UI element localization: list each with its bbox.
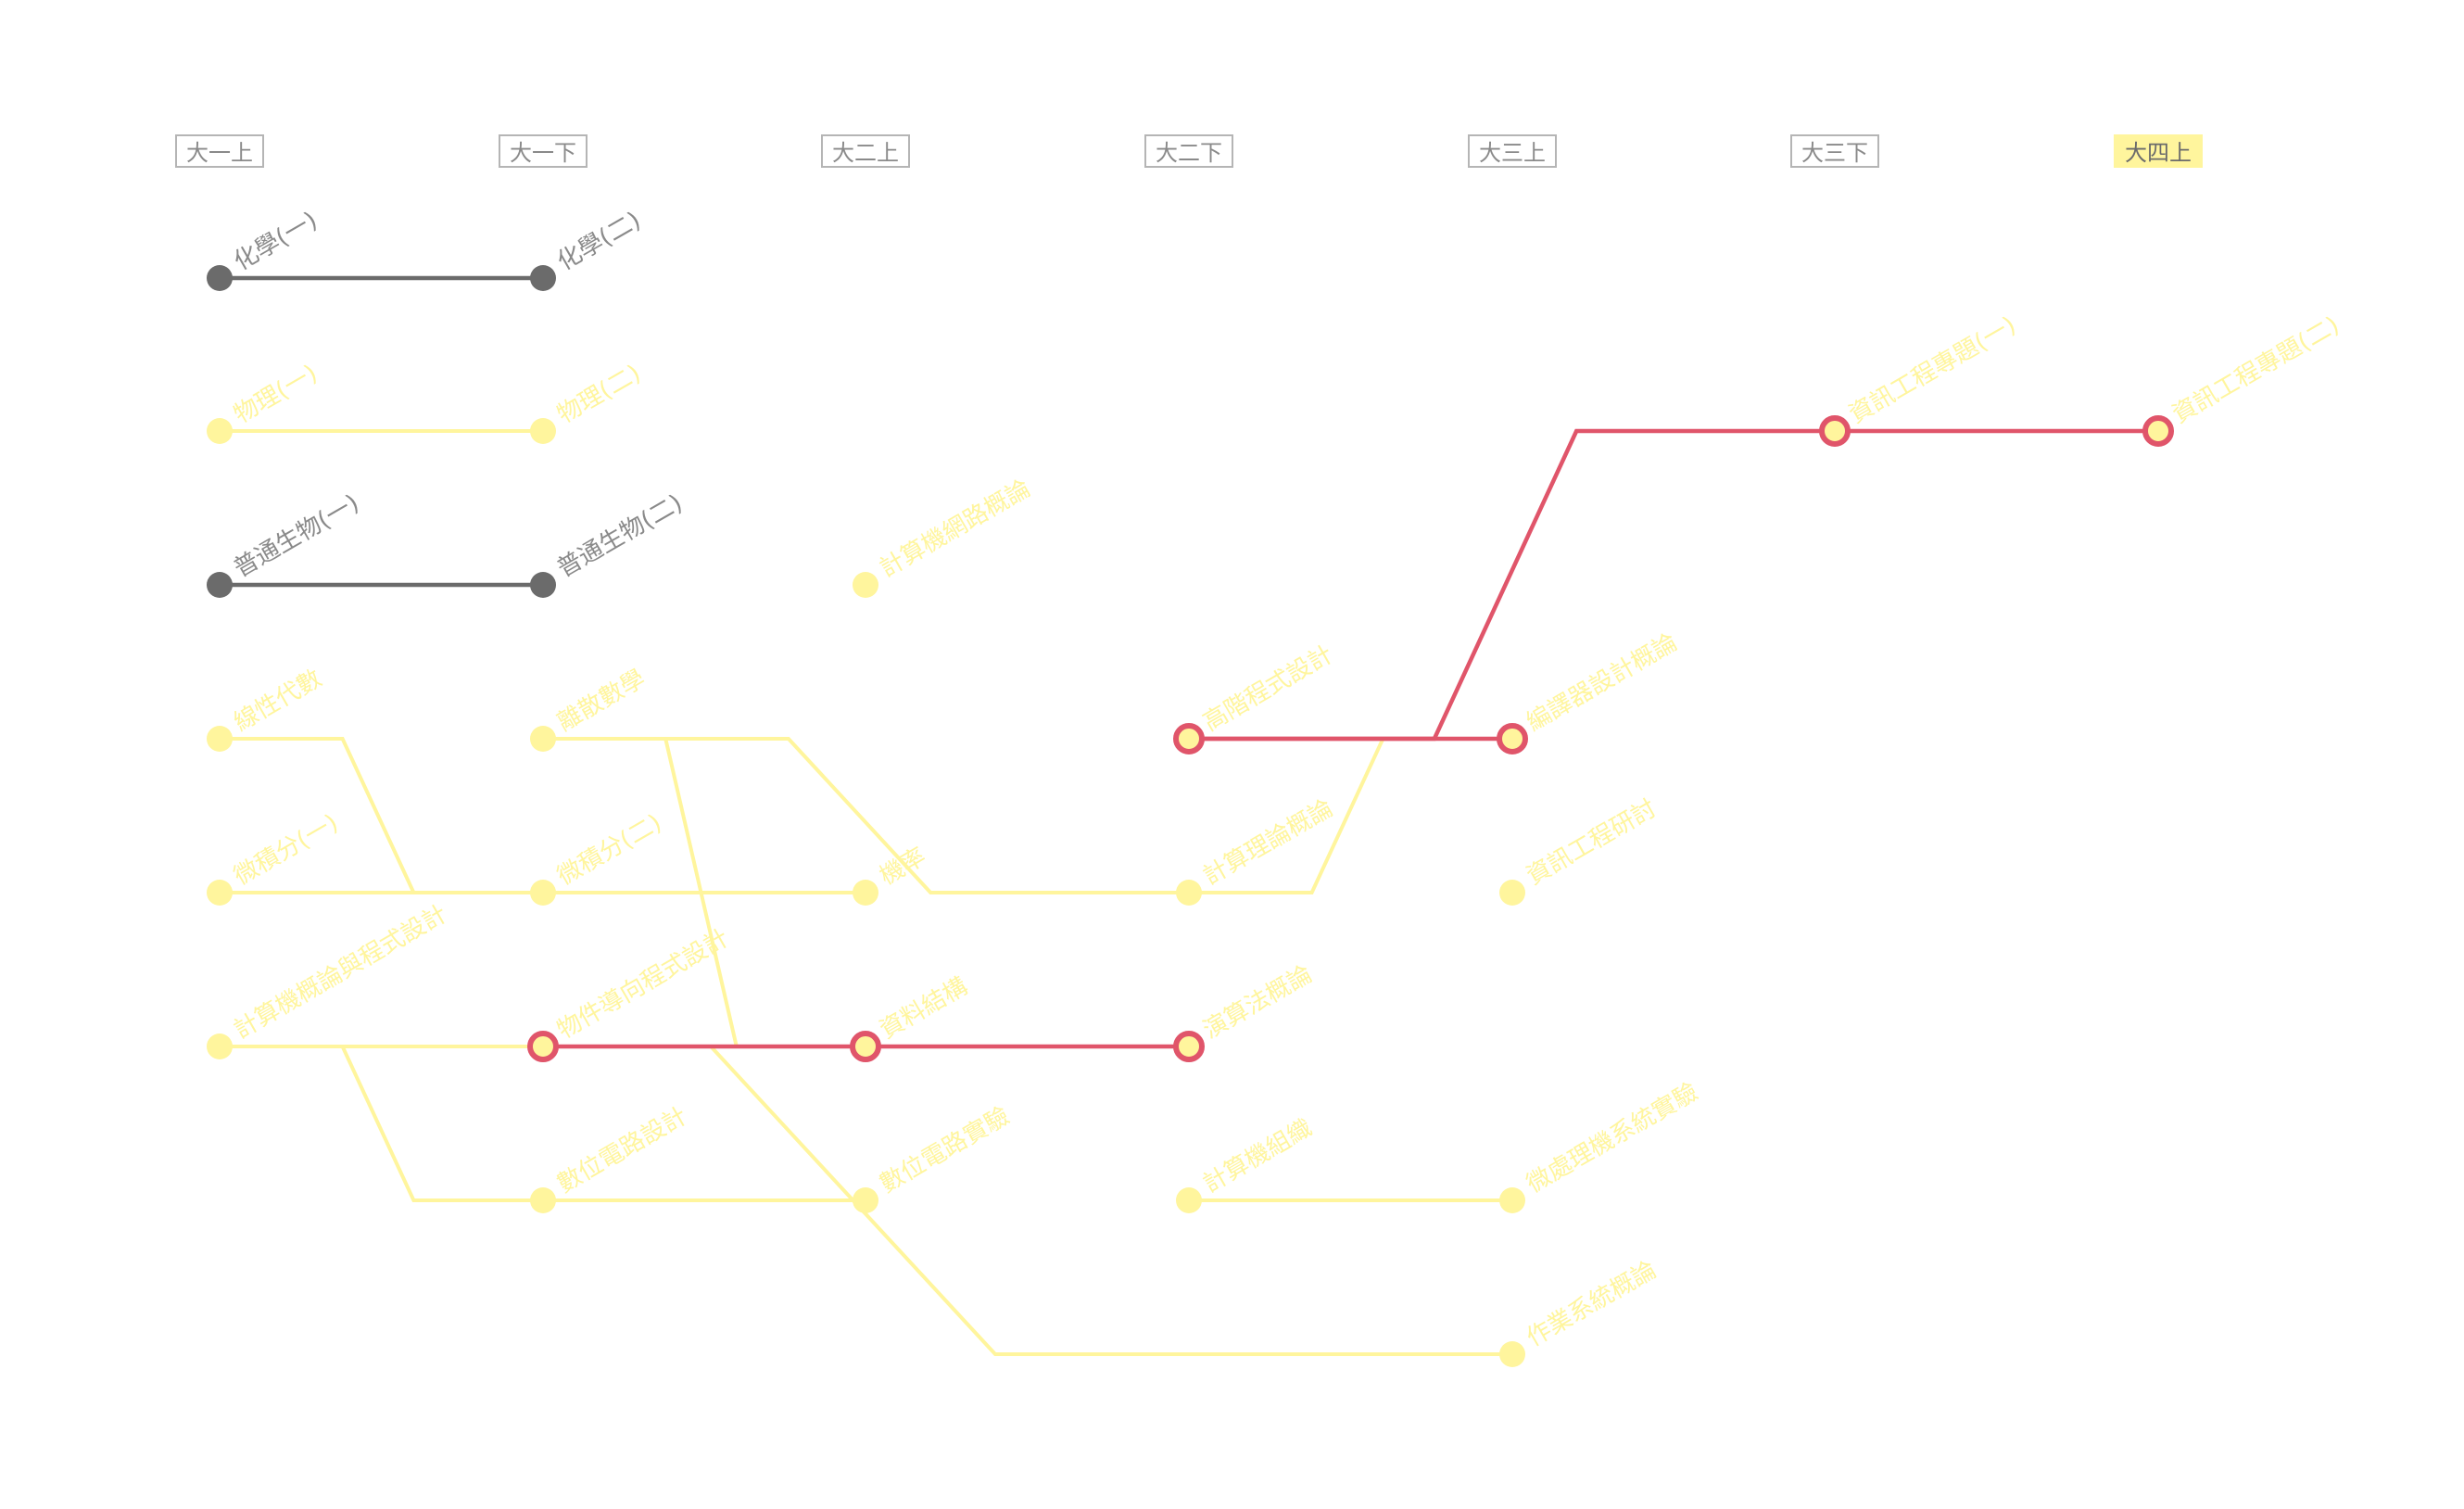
- course-label-calc2: 微積分(二): [553, 809, 667, 891]
- course-label-se: 資訊工程研討: [1523, 794, 1662, 891]
- course-label-bio1: 普通生物(一): [230, 489, 364, 583]
- course-node-intro_cs[interactable]: [853, 572, 878, 598]
- course-label-arch: 計算機組織: [1199, 1114, 1318, 1198]
- course-label-digital_lab: 數位電路實驗: [876, 1102, 1015, 1198]
- course-label-adv_prog: 高階程式設計: [1199, 640, 1338, 737]
- course-node-digital[interactable]: [530, 1187, 556, 1213]
- course-label-theory: 計算理論概論: [1199, 794, 1338, 891]
- course-label-phys1: 物理(一): [230, 360, 322, 429]
- course-label-micro_lab: 微處理機系統實驗: [1523, 1078, 1703, 1198]
- course-label-chem2: 化學(二): [553, 207, 646, 276]
- semester-header-1: 大一下: [499, 134, 588, 168]
- course-node-proj2[interactable]: [2142, 415, 2174, 447]
- course-node-theory[interactable]: [1176, 880, 1202, 906]
- course-label-bio2: 普通生物(二): [553, 489, 688, 583]
- course-node-arch[interactable]: [1176, 1187, 1202, 1213]
- course-label-oop: 物件導向程式設計: [553, 924, 734, 1045]
- course-label-proj1: 資訊工程專題(一): [1845, 311, 2021, 429]
- course-node-micro_lab[interactable]: [1499, 1187, 1525, 1213]
- semester-header-2: 大二上: [821, 134, 910, 168]
- course-node-se[interactable]: [1499, 880, 1525, 906]
- course-label-phys2: 物理(二): [553, 360, 646, 429]
- nodes-layer: [207, 265, 2174, 1367]
- course-label-algo: 演算法概論: [1199, 960, 1318, 1045]
- course-label-compiler: 編譯器設計概論: [1523, 628, 1683, 737]
- course-node-bio1[interactable]: [207, 572, 233, 598]
- course-node-oop[interactable]: [527, 1031, 559, 1062]
- course-node-chem2[interactable]: [530, 265, 556, 291]
- course-node-prob[interactable]: [853, 880, 878, 906]
- labels-layer: 化學(一) 化學(二) 物理(一) 物理(二) 普通生物(一) 普通生物(二) 計算機網路概…: [230, 207, 2344, 1352]
- link-adv_prog-proj1: [1189, 428, 1835, 742]
- semester-header-0: 大一上: [175, 134, 264, 168]
- links-layer: [220, 275, 2158, 1356]
- semester-header-3: 大二下: [1144, 134, 1233, 168]
- course-label-linalg: 線性代數: [230, 665, 327, 737]
- course-node-discrete[interactable]: [530, 726, 556, 752]
- course-label-digital: 數位電路設計: [553, 1102, 692, 1198]
- course-label-discrete: 離散數學: [553, 665, 651, 737]
- course-node-proj1[interactable]: [1819, 415, 1851, 447]
- course-label-prog: 計算機概論與程式設計: [230, 900, 452, 1045]
- course-label-ds: 資料結構: [876, 972, 973, 1045]
- course-node-bio2[interactable]: [530, 572, 556, 598]
- course-node-phys2[interactable]: [530, 418, 556, 444]
- course-node-compiler[interactable]: [1497, 723, 1528, 754]
- semester-header-6: 大四上: [2114, 134, 2203, 168]
- course-label-chem1: 化學(一): [230, 207, 322, 276]
- course-node-digital_lab[interactable]: [853, 1187, 878, 1213]
- course-node-ds[interactable]: [850, 1031, 881, 1062]
- course-label-proj2: 資訊工程專題(二): [2168, 311, 2344, 429]
- course-node-linalg[interactable]: [207, 726, 233, 752]
- course-label-os: 作業系統概論: [1523, 1256, 1662, 1352]
- course-node-algo[interactable]: [1173, 1031, 1205, 1062]
- link-prog-digital: [220, 1045, 543, 1202]
- course-label-calc1: 微積分(一): [230, 809, 344, 891]
- course-node-chem1[interactable]: [207, 265, 233, 291]
- semester-header-5: 大三下: [1790, 134, 1879, 168]
- course-node-phys1[interactable]: [207, 418, 233, 444]
- course-node-calc1[interactable]: [207, 880, 233, 906]
- course-node-calc2[interactable]: [530, 880, 556, 906]
- course-label-intro_cs: 計算機網路概論: [876, 475, 1036, 583]
- course-node-adv_prog[interactable]: [1173, 723, 1205, 754]
- course-node-os[interactable]: [1499, 1341, 1525, 1367]
- semester-header-4: 大三上: [1468, 134, 1557, 168]
- course-node-prog[interactable]: [207, 1033, 233, 1059]
